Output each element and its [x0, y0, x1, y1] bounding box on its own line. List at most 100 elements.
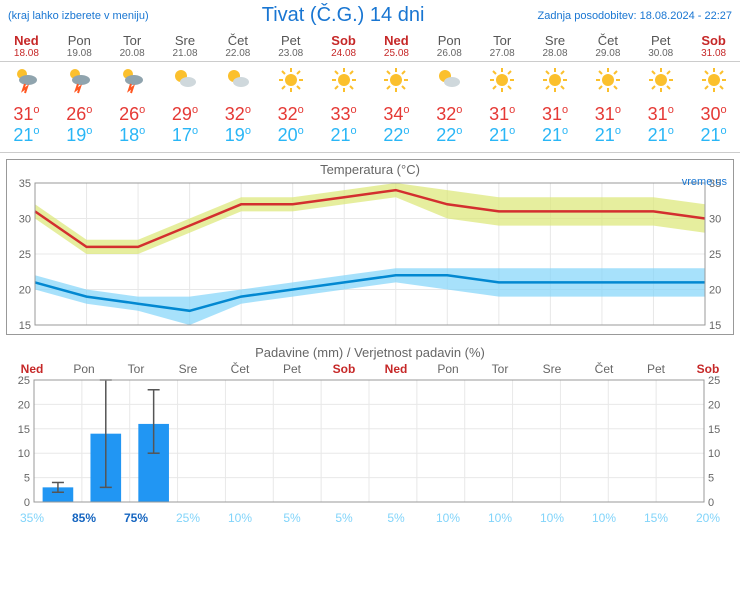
page-title: Tivat (Č.G.) 14 dni — [262, 4, 425, 27]
svg-text:0: 0 — [708, 497, 714, 506]
high-temp: 31o — [0, 104, 53, 125]
precip-probability: 85% — [58, 511, 110, 525]
svg-text:25: 25 — [708, 376, 720, 387]
low-temp: 19o — [53, 125, 106, 146]
day-header: Ned25.08 — [370, 31, 423, 61]
header: (kraj lahko izberete v meniju) Tivat (Č.… — [0, 0, 740, 31]
day-header: Pon19.08 — [53, 31, 106, 61]
day-header: Ned18.08 — [0, 31, 53, 61]
precip-day-label: Pon — [422, 362, 474, 376]
day-date: 29.08 — [581, 48, 634, 59]
high-temp: 29o — [159, 104, 212, 125]
day-name: Tor — [476, 33, 529, 48]
svg-text:30: 30 — [19, 214, 31, 226]
high-temp: 32o — [211, 104, 264, 125]
watermark: vreme.us — [682, 176, 727, 188]
svg-text:10: 10 — [18, 448, 30, 460]
precip-day-label: Ned — [6, 362, 58, 376]
precip-probability: 35% — [6, 511, 58, 525]
day-date: 28.08 — [529, 48, 582, 59]
day-header: Sob24.08 — [317, 31, 370, 61]
svg-text:15: 15 — [708, 424, 720, 436]
temp-chart-title: Temperatura (°C) — [7, 160, 733, 179]
weather-icon — [159, 66, 212, 100]
svg-text:25: 25 — [19, 249, 31, 261]
svg-text:0: 0 — [24, 497, 30, 506]
precip-days-row: NedPonTorSreČetPetSobNedPonTorSreČetPetS… — [0, 362, 740, 376]
days-header-row: Ned18.08Pon19.08Tor20.08Sre21.08Čet22.08… — [0, 31, 740, 62]
low-temp: 18o — [106, 125, 159, 146]
precip-day-label: Sre — [526, 362, 578, 376]
day-name: Čet — [581, 33, 634, 48]
precip-day-label: Sob — [682, 362, 734, 376]
high-temp: 32o — [423, 104, 476, 125]
probability-row: 35%85%75%25%10%5%5%5%10%10%10%10%15%20% — [0, 511, 740, 525]
day-date: 19.08 — [53, 48, 106, 59]
precip-probability: 75% — [110, 511, 162, 525]
day-name: Pet — [634, 33, 687, 48]
precip-probability: 10% — [578, 511, 630, 525]
svg-text:15: 15 — [709, 320, 721, 329]
low-temp: 20o — [264, 125, 317, 146]
day-header: Tor27.08 — [476, 31, 529, 61]
precip-probability: 5% — [318, 511, 370, 525]
day-header: Čet29.08 — [581, 31, 634, 61]
high-temp: 31o — [581, 104, 634, 125]
low-temp: 21o — [634, 125, 687, 146]
precip-day-label: Tor — [474, 362, 526, 376]
day-date: 21.08 — [159, 48, 212, 59]
high-temp: 26o — [106, 104, 159, 125]
day-name: Sob — [317, 33, 370, 48]
high-temp: 30o — [687, 104, 740, 125]
weather-icon — [423, 66, 476, 100]
day-date: 22.08 — [211, 48, 264, 59]
low-temp: 21o — [529, 125, 582, 146]
day-name: Sre — [529, 33, 582, 48]
high-temp: 26o — [53, 104, 106, 125]
high-temp: 31o — [529, 104, 582, 125]
day-name: Pet — [264, 33, 317, 48]
day-date: 27.08 — [476, 48, 529, 59]
low-temp: 22o — [370, 125, 423, 146]
precip-probability: 15% — [630, 511, 682, 525]
svg-text:10: 10 — [708, 448, 720, 460]
day-name: Pon — [53, 33, 106, 48]
day-date: 26.08 — [423, 48, 476, 59]
day-name: Pon — [423, 33, 476, 48]
low-temp: 21o — [0, 125, 53, 146]
day-header: Tor20.08 — [106, 31, 159, 61]
svg-text:5: 5 — [24, 473, 30, 485]
precip-probability: 20% — [682, 511, 734, 525]
high-temp: 34o — [370, 104, 423, 125]
high-temp: 32o — [264, 104, 317, 125]
day-date: 31.08 — [687, 48, 740, 59]
day-header: Pon26.08 — [423, 31, 476, 61]
day-date: 23.08 — [264, 48, 317, 59]
weather-icon — [106, 66, 159, 100]
day-header: Čet22.08 — [211, 31, 264, 61]
low-temp: 21o — [317, 125, 370, 146]
day-date: 24.08 — [317, 48, 370, 59]
low-temp: 19o — [211, 125, 264, 146]
precip-probability: 25% — [162, 511, 214, 525]
weather-icon — [53, 66, 106, 100]
high-temp-row: 31o26o26o29o32o32o33o34o32o31o31o31o31o3… — [0, 104, 740, 125]
precip-day-label: Sre — [162, 362, 214, 376]
high-temp: 31o — [476, 104, 529, 125]
precip-chart-title: Padavine (mm) / Verjetnost padavin (%) — [0, 343, 740, 362]
svg-text:15: 15 — [18, 424, 30, 436]
day-header: Sob31.08 — [687, 31, 740, 61]
day-date: 30.08 — [634, 48, 687, 59]
low-temp: 17o — [159, 125, 212, 146]
day-header: Pet30.08 — [634, 31, 687, 61]
precip-probability: 10% — [214, 511, 266, 525]
svg-text:35: 35 — [19, 179, 31, 190]
day-header: Sre21.08 — [159, 31, 212, 61]
day-header: Sre28.08 — [529, 31, 582, 61]
svg-text:30: 30 — [709, 214, 721, 226]
weather-icon — [476, 66, 529, 100]
svg-text:15: 15 — [19, 320, 31, 329]
weather-icon — [211, 66, 264, 100]
weather-icon — [687, 66, 740, 100]
day-name: Ned — [370, 33, 423, 48]
